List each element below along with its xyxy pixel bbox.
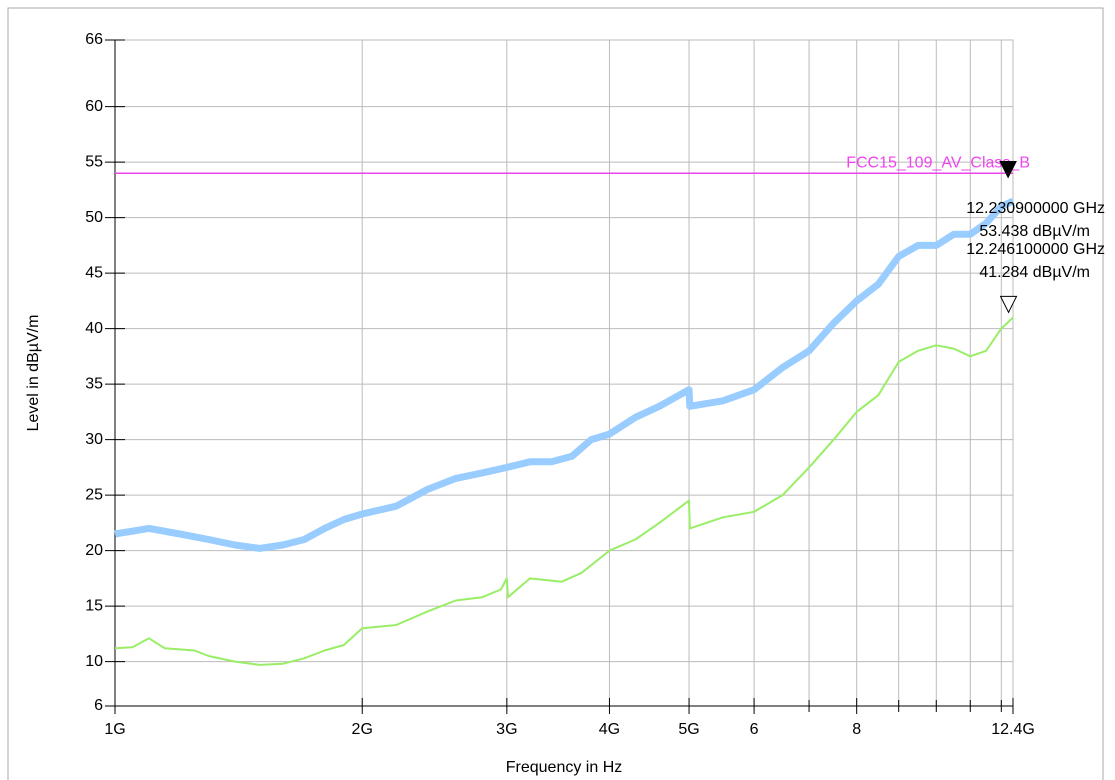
y-tick-label: 6 <box>94 697 103 714</box>
series-line <box>114 316 1014 666</box>
y-tick-label: 50 <box>85 209 103 226</box>
x-tick-label: 12.4G <box>991 721 1035 738</box>
x-tick-label: 6 <box>750 721 759 738</box>
frame <box>7 7 1104 780</box>
y-tick-label: 20 <box>85 542 103 559</box>
marker-level: 41.284 dBµV/m <box>979 264 1090 281</box>
y-tick-label: 66 <box>85 31 103 48</box>
y-tick-label: 30 <box>85 431 103 448</box>
y-axis-label: Level in dBµV/m <box>25 315 42 432</box>
marker <box>999 295 1018 314</box>
x-tick-label: 3G <box>496 721 517 738</box>
x-tick-label: 4G <box>599 721 620 738</box>
limit-label: FCC15_109_AV_Class_B <box>846 154 1030 171</box>
x-tick-label: 8 <box>852 721 861 738</box>
marker-frequency: 12.246100000 GHz <box>966 241 1105 258</box>
y-tick-label: 40 <box>85 320 103 337</box>
marker-frequency: 12.230900000 GHz <box>966 200 1105 217</box>
y-tick-label: 45 <box>85 264 103 281</box>
y-tick-label: 10 <box>85 653 103 670</box>
y-tick-label: 60 <box>85 98 103 115</box>
x-axis-label: Frequency in Hz <box>506 759 623 776</box>
x-tick-label: 1G <box>104 721 125 738</box>
x-tick-label: 2G <box>352 721 373 738</box>
marker-level: 53.438 dBµV/m <box>979 223 1090 240</box>
y-tick-label: 35 <box>85 375 103 392</box>
x-tick-label: 5G <box>678 721 699 738</box>
y-tick-label: 25 <box>85 486 103 503</box>
y-tick-label: 15 <box>85 597 103 614</box>
marker <box>999 160 1017 179</box>
y-tick-label: 55 <box>85 153 103 170</box>
series-line <box>114 197 1015 552</box>
